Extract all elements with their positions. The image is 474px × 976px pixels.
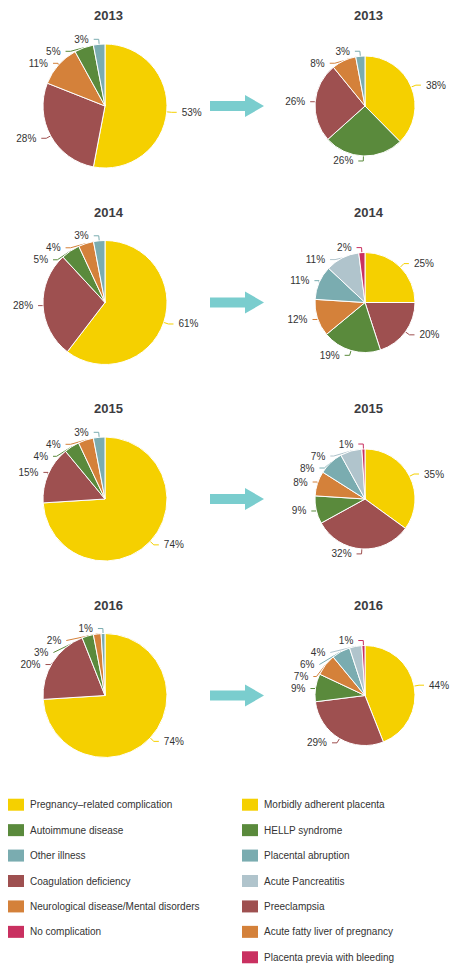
svg-text:2014: 2014 <box>354 205 384 220</box>
svg-text:Pregnancy–related complication: Pregnancy–related complication <box>30 799 172 810</box>
svg-text:1%: 1% <box>339 635 354 646</box>
svg-text:9%: 9% <box>291 683 306 694</box>
svg-text:2%: 2% <box>337 242 352 253</box>
svg-text:44%: 44% <box>429 680 449 691</box>
svg-text:15%: 15% <box>18 467 38 478</box>
svg-text:28%: 28% <box>13 300 33 311</box>
svg-text:2%: 2% <box>47 635 62 646</box>
svg-text:38%: 38% <box>426 80 446 91</box>
svg-text:7%: 7% <box>294 671 309 682</box>
svg-text:74%: 74% <box>164 539 184 550</box>
svg-text:2016: 2016 <box>354 598 383 613</box>
svg-text:9%: 9% <box>292 505 307 516</box>
svg-text:8%: 8% <box>310 58 325 69</box>
svg-text:Acute Pancreatitis: Acute Pancreatitis <box>264 876 345 887</box>
svg-text:3%: 3% <box>74 230 89 241</box>
svg-text:3%: 3% <box>74 427 89 438</box>
svg-text:2013: 2013 <box>94 8 123 23</box>
svg-text:5%: 5% <box>46 46 61 57</box>
svg-text:3%: 3% <box>74 34 89 45</box>
svg-text:4%: 4% <box>34 451 49 462</box>
svg-text:11%: 11% <box>29 58 48 69</box>
svg-text:Acute fatty liver of pregnancy: Acute fatty liver of pregnancy <box>264 926 393 937</box>
svg-text:2015: 2015 <box>94 401 123 416</box>
svg-text:No complication: No complication <box>30 926 101 937</box>
svg-text:32%: 32% <box>332 548 352 559</box>
svg-text:Preeclampsia: Preeclampsia <box>264 901 325 912</box>
svg-text:Other illness: Other illness <box>30 850 86 861</box>
svg-text:74%: 74% <box>164 736 184 747</box>
svg-text:61%: 61% <box>178 318 198 329</box>
svg-text:Neurological disease/Mental di: Neurological disease/Mental disorders <box>30 901 200 912</box>
svg-text:20%: 20% <box>20 659 40 670</box>
svg-text:8%: 8% <box>293 477 308 488</box>
svg-text:7%: 7% <box>311 451 326 462</box>
svg-text:53%: 53% <box>182 107 202 118</box>
svg-text:3%: 3% <box>335 46 350 57</box>
svg-text:1%: 1% <box>78 623 93 634</box>
svg-text:Placental abruption: Placental abruption <box>264 850 350 861</box>
svg-text:3%: 3% <box>34 647 49 658</box>
svg-text:2015: 2015 <box>354 401 383 416</box>
svg-text:26%: 26% <box>333 155 353 166</box>
svg-text:2016: 2016 <box>94 598 123 613</box>
svg-text:1%: 1% <box>339 439 354 450</box>
svg-text:12%: 12% <box>287 314 307 325</box>
svg-text:11%: 11% <box>290 275 309 286</box>
svg-text:8%: 8% <box>300 463 315 474</box>
svg-text:26%: 26% <box>285 96 305 107</box>
svg-text:35%: 35% <box>424 469 444 480</box>
svg-text:29%: 29% <box>307 737 327 748</box>
svg-text:2013: 2013 <box>354 8 383 23</box>
svg-text:4%: 4% <box>311 647 326 658</box>
svg-text:28%: 28% <box>16 133 36 144</box>
svg-text:HELLP syndrome: HELLP syndrome <box>264 825 343 836</box>
svg-text:4%: 4% <box>46 242 61 253</box>
svg-text:20%: 20% <box>419 329 439 340</box>
svg-text:25%: 25% <box>414 258 434 269</box>
svg-text:2014: 2014 <box>94 205 124 220</box>
svg-text:Placenta previa with bleeding: Placenta previa with bleeding <box>264 952 394 963</box>
svg-text:6%: 6% <box>300 659 315 670</box>
svg-text:Autoimmune disease: Autoimmune disease <box>30 825 124 836</box>
svg-text:19%: 19% <box>320 350 340 361</box>
svg-text:Morbidly adherent placenta: Morbidly adherent placenta <box>264 799 385 810</box>
svg-text:11%: 11% <box>306 254 325 265</box>
svg-text:Coagulation deficiency: Coagulation deficiency <box>30 876 131 887</box>
svg-text:4%: 4% <box>46 439 61 450</box>
svg-text:5%: 5% <box>34 254 49 265</box>
